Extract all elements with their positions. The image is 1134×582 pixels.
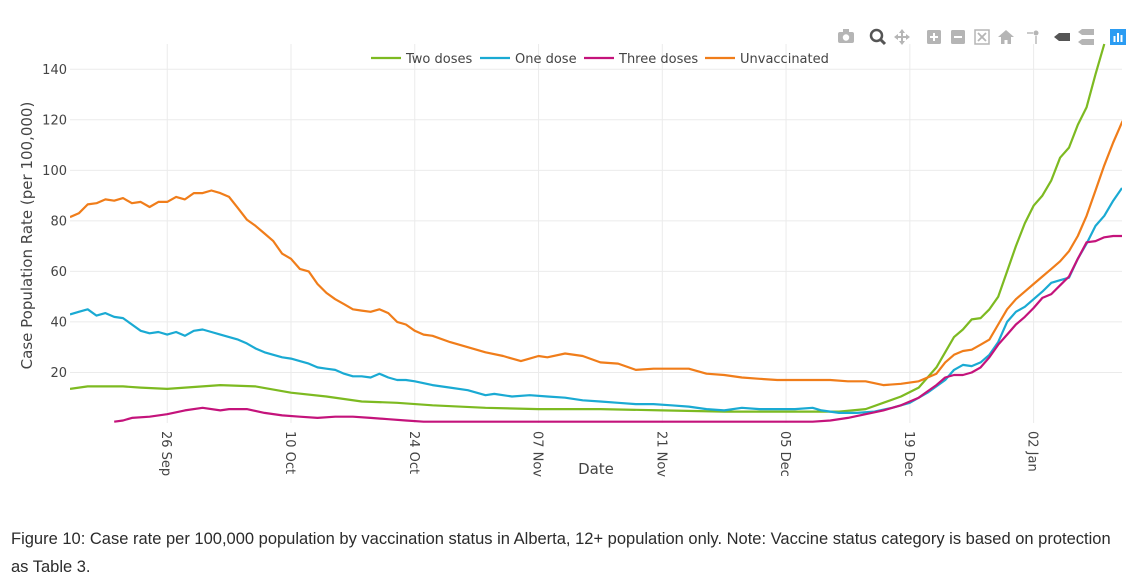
y-tick-label: 20 <box>50 366 67 381</box>
hover-closest-button[interactable] <box>1054 33 1070 41</box>
line-chart[interactable]: 26 Sep 10 Oct 24 Oct 07 Nov 21 Nov 05 Dec 19 D… <box>0 0 1134 515</box>
pan-icon <box>894 29 910 45</box>
series-lines <box>70 43 1131 423</box>
reset-axes-button[interactable] <box>998 30 1014 44</box>
zoom-button[interactable] <box>869 28 887 46</box>
zoom-out-button[interactable] <box>951 30 965 44</box>
x-axis-ticks: 26 Sep 10 Oct 24 Oct 07 Nov 21 Nov 05 Dec 19 D… <box>158 431 1039 477</box>
hover-closest-icon <box>1054 33 1070 41</box>
plotly-logo-icon <box>1110 29 1126 45</box>
chart-container: 26 Sep 10 Oct 24 Oct 07 Nov 21 Nov 05 Dec 19 D… <box>0 0 1134 515</box>
y-tick-label: 140 <box>42 63 67 78</box>
y-axis-title: Case Population Rate (per 100,000) <box>18 102 36 370</box>
home-icon <box>998 30 1014 44</box>
legend-label: Three doses <box>618 52 698 67</box>
camera-icon <box>838 29 854 43</box>
x-tick-label: 26 Sep <box>158 431 173 476</box>
series-line-one-dose[interactable] <box>70 187 1122 414</box>
series-line-unvaccinated[interactable] <box>70 107 1131 387</box>
legend-item-one-dose[interactable]: One dose <box>480 52 577 67</box>
y-tick-label: 40 <box>50 315 67 330</box>
x-tick-label: 19 Dec <box>901 431 916 477</box>
x-tick-label: 05 Dec <box>777 431 792 477</box>
legend-item-two-doses[interactable]: Two doses <box>371 52 472 67</box>
plotly-logo-button[interactable] <box>1110 29 1126 45</box>
hover-compare-icon <box>1078 29 1094 45</box>
legend-label: Unvaccinated <box>740 52 829 67</box>
y-tick-label: 120 <box>42 113 67 128</box>
pan-button[interactable] <box>894 29 910 45</box>
download-plot-button[interactable] <box>838 29 854 43</box>
autoscale-button[interactable] <box>974 29 990 45</box>
x-axis-title: Date <box>578 460 614 478</box>
spike-lines-icon <box>1027 30 1039 44</box>
y-tick-label: 60 <box>50 265 67 280</box>
legend: Two doses One dose Three doses Unvaccinated <box>371 52 829 67</box>
x-tick-label: 02 Jan <box>1025 431 1040 472</box>
x-tick-label: 07 Nov <box>530 431 545 477</box>
x-tick-label: 24 Oct <box>406 431 421 474</box>
x-tick-label: 10 Oct <box>282 431 297 474</box>
figure-caption: Figure 10: Case rate per 100,000 populat… <box>11 530 1111 576</box>
gridlines <box>70 44 1122 423</box>
legend-label: One dose <box>515 52 577 67</box>
legend-item-unvaccinated[interactable]: Unvaccinated <box>705 52 829 67</box>
zoom-in-icon <box>927 30 941 44</box>
series-line-three-doses[interactable] <box>114 234 1122 423</box>
y-axis-ticks: 20 40 60 80 100 120 140 <box>42 63 67 381</box>
autoscale-icon <box>974 29 990 45</box>
y-tick-label: 80 <box>50 214 67 229</box>
zoom-in-button[interactable] <box>927 30 941 44</box>
legend-item-three-doses[interactable]: Three doses <box>584 52 698 67</box>
spike-lines-button[interactable] <box>1027 30 1039 45</box>
x-tick-label: 21 Nov <box>653 431 668 477</box>
series-line-two-doses[interactable] <box>70 43 1106 413</box>
modebar <box>838 28 1126 46</box>
zoom-out-icon <box>951 30 965 44</box>
legend-label: Two doses <box>405 52 472 67</box>
y-tick-label: 100 <box>42 164 67 179</box>
zoom-icon <box>869 28 887 46</box>
hover-compare-button[interactable] <box>1078 29 1094 45</box>
